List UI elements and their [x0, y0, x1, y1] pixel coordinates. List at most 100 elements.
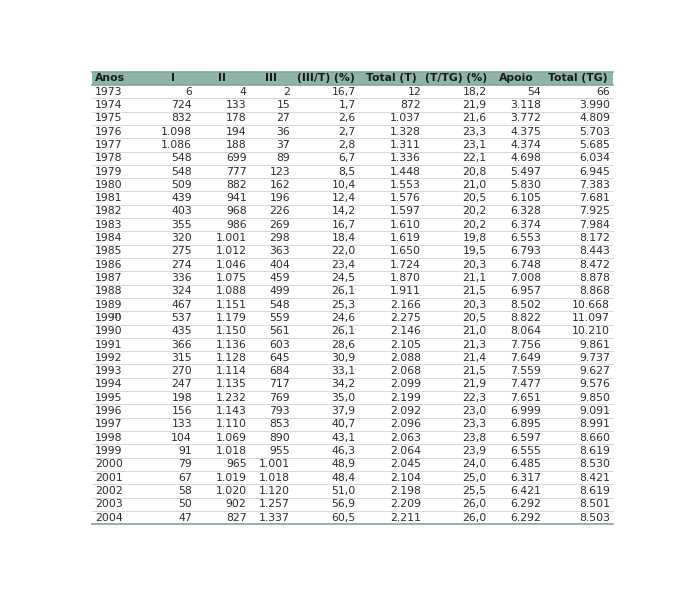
Text: 2002: 2002	[95, 486, 123, 496]
Text: 270: 270	[171, 366, 192, 376]
Text: 968: 968	[226, 206, 246, 217]
Text: 7.559: 7.559	[510, 366, 541, 376]
Text: 8.660: 8.660	[579, 432, 610, 442]
Text: 1983: 1983	[95, 219, 122, 230]
Text: 6.292: 6.292	[510, 499, 541, 509]
Text: 15: 15	[276, 100, 290, 110]
Text: 1.179: 1.179	[216, 313, 246, 323]
Text: 20,3: 20,3	[462, 300, 486, 310]
Text: 24,6: 24,6	[331, 313, 355, 323]
Text: 404: 404	[269, 260, 290, 270]
Text: 3.772: 3.772	[510, 113, 541, 123]
Text: 6.895: 6.895	[510, 419, 541, 430]
Text: 8,5: 8,5	[338, 166, 355, 176]
Text: 1979: 1979	[95, 166, 122, 176]
Text: 336: 336	[171, 273, 192, 283]
Text: 21,5: 21,5	[462, 366, 486, 376]
Text: 2.211: 2.211	[390, 513, 421, 523]
Text: 872: 872	[400, 100, 421, 110]
Text: 196: 196	[269, 193, 290, 203]
Text: 16,7: 16,7	[331, 219, 355, 230]
Text: 439: 439	[171, 193, 192, 203]
Text: 1995: 1995	[95, 393, 122, 403]
Text: 6.555: 6.555	[510, 446, 541, 456]
Text: 20,3: 20,3	[462, 260, 486, 270]
Text: 2.209: 2.209	[390, 499, 421, 509]
Text: 2004: 2004	[95, 513, 123, 523]
Text: 320: 320	[171, 233, 192, 243]
Text: 1988: 1988	[95, 286, 122, 296]
Text: 1978: 1978	[95, 153, 122, 163]
Text: 22,0: 22,0	[331, 247, 355, 257]
Text: 2.063: 2.063	[390, 432, 421, 442]
Text: I: I	[170, 73, 175, 83]
Text: 7.008: 7.008	[510, 273, 541, 283]
Text: 37: 37	[276, 140, 290, 150]
Text: 1.037: 1.037	[390, 113, 421, 123]
Text: 26,1: 26,1	[331, 286, 355, 296]
Text: 941: 941	[226, 193, 246, 203]
Text: 20,5: 20,5	[462, 193, 486, 203]
Text: 188: 188	[226, 140, 246, 150]
Text: 9.850: 9.850	[579, 393, 610, 403]
Text: 2.096: 2.096	[390, 419, 421, 430]
Text: 769: 769	[269, 393, 290, 403]
Text: 2.064: 2.064	[390, 446, 421, 456]
Text: 986: 986	[226, 219, 246, 230]
Text: 1,7: 1,7	[338, 100, 355, 110]
Text: 2.104: 2.104	[390, 473, 421, 483]
Text: 8.172: 8.172	[579, 233, 610, 243]
Text: 7.681: 7.681	[579, 193, 610, 203]
Text: 2.199: 2.199	[390, 393, 421, 403]
Text: 1.257: 1.257	[259, 499, 290, 509]
Text: 26,0: 26,0	[462, 513, 486, 523]
Text: Anos: Anos	[95, 73, 125, 83]
Text: 6,7: 6,7	[338, 153, 355, 163]
Text: 21,3: 21,3	[462, 339, 486, 349]
Text: 21,6: 21,6	[462, 113, 486, 123]
Text: 6.945: 6.945	[579, 166, 610, 176]
Text: 18,4: 18,4	[331, 233, 355, 243]
Text: 21,9: 21,9	[462, 100, 486, 110]
Text: 7.649: 7.649	[510, 353, 541, 363]
Text: 20,2: 20,2	[462, 206, 486, 217]
Text: 24,0: 24,0	[462, 459, 486, 469]
Text: 23,1: 23,1	[462, 140, 486, 150]
Text: 537: 537	[171, 313, 192, 323]
Text: 21,0: 21,0	[462, 180, 486, 190]
Text: 9.576: 9.576	[579, 379, 610, 389]
Text: 6.105: 6.105	[510, 193, 541, 203]
Text: 548: 548	[269, 300, 290, 310]
Text: 4: 4	[239, 87, 246, 97]
Text: 6.957: 6.957	[510, 286, 541, 296]
Text: 198: 198	[171, 393, 192, 403]
Text: 178: 178	[226, 113, 246, 123]
Text: 1998: 1998	[95, 432, 122, 442]
Text: 1.150: 1.150	[216, 326, 246, 336]
Text: 43,1: 43,1	[331, 432, 355, 442]
Text: 23,9: 23,9	[462, 446, 486, 456]
Text: 274: 274	[171, 260, 192, 270]
Text: 1.597: 1.597	[390, 206, 421, 217]
Text: 435: 435	[171, 326, 192, 336]
Text: 133: 133	[226, 100, 246, 110]
Text: 1.019: 1.019	[216, 473, 246, 483]
Text: 18,2: 18,2	[462, 87, 486, 97]
Text: 793: 793	[269, 406, 290, 416]
Text: 2.068: 2.068	[390, 366, 421, 376]
Text: 2,6: 2,6	[338, 113, 355, 123]
Text: 324: 324	[171, 286, 192, 296]
Text: 1.576: 1.576	[390, 193, 421, 203]
Text: 1996: 1996	[95, 406, 122, 416]
Text: 1.120: 1.120	[259, 486, 290, 496]
Text: 1.075: 1.075	[216, 273, 246, 283]
Text: 60,5: 60,5	[331, 513, 355, 523]
Text: 8.991: 8.991	[579, 419, 610, 430]
Text: 403: 403	[171, 206, 192, 217]
Text: 9.627: 9.627	[579, 366, 610, 376]
Text: 777: 777	[226, 166, 246, 176]
Text: 21,9: 21,9	[462, 379, 486, 389]
Text: 1.001: 1.001	[259, 459, 290, 469]
Text: 8.501: 8.501	[579, 499, 610, 509]
Text: 1.088: 1.088	[216, 286, 246, 296]
